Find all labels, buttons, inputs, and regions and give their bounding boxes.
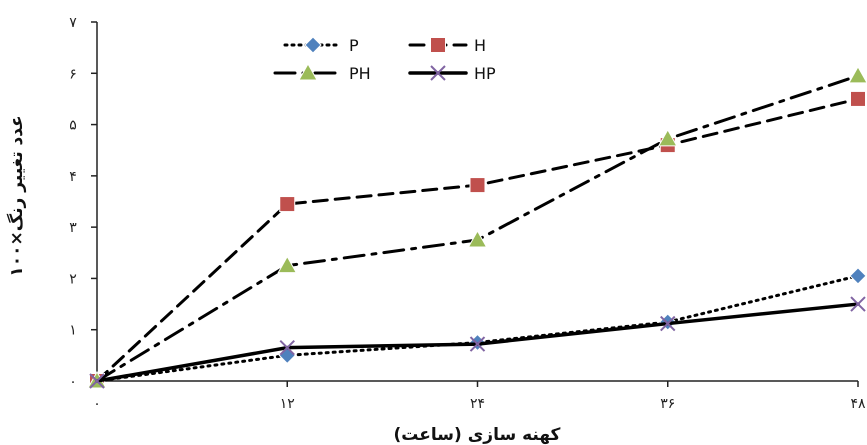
x-tick-label: ۴۸ bbox=[850, 396, 866, 412]
series-line-p bbox=[95, 274, 860, 383]
series-ph bbox=[87, 65, 867, 389]
y-ticks: ۰ ۱ ۲ ۳ ۴ ۵ ۶ ۷ bbox=[69, 15, 97, 390]
data-point-hp bbox=[469, 336, 486, 352]
legend-marker-ph bbox=[298, 62, 318, 81]
x-tick-label: ۰ bbox=[93, 396, 101, 412]
data-point-hp bbox=[660, 315, 676, 332]
y-tick-label: ۷ bbox=[69, 15, 77, 31]
legend-marker-p bbox=[304, 36, 322, 54]
data-point-hp bbox=[850, 296, 866, 312]
x-axis-title: کهنه سازی (ساعت) bbox=[394, 425, 561, 445]
series-layer bbox=[87, 65, 867, 390]
legend-label-h: H bbox=[474, 36, 486, 55]
x-tick-label: ۲۴ bbox=[470, 396, 485, 412]
data-point-ph bbox=[277, 255, 298, 274]
legend-marker-hp bbox=[430, 65, 446, 81]
y-tick-label: ۳ bbox=[69, 220, 77, 236]
legend-item-hp: HP bbox=[408, 64, 496, 83]
y-tick-label: ۱ bbox=[69, 323, 77, 339]
x-ticks: ۰ ۱۲ ۲۴ ۳۶ ۴۸ bbox=[93, 381, 866, 412]
data-point-ph bbox=[467, 229, 488, 248]
legend-label-hp: HP bbox=[474, 64, 496, 83]
x-tick-label: ۱۲ bbox=[280, 396, 295, 412]
legend-item-p: P bbox=[283, 36, 359, 55]
y-tick-label: ۲ bbox=[69, 271, 77, 287]
series-line-hp bbox=[95, 302, 860, 383]
y-tick-label: ۵ bbox=[69, 118, 77, 134]
legend-label-ph: PH bbox=[349, 64, 371, 83]
series-hp bbox=[89, 296, 866, 389]
data-point-h bbox=[850, 90, 866, 107]
y-axis-title: عدد تغییر رنگ×۱۰۰ bbox=[6, 115, 27, 276]
x-tick-label: ۳۶ bbox=[660, 396, 675, 412]
data-point-hp bbox=[89, 373, 105, 389]
legend: P HPH HP bbox=[273, 36, 496, 83]
legend-label-p: P bbox=[349, 36, 359, 55]
legend-item-h: H bbox=[408, 36, 486, 55]
data-point-p bbox=[849, 267, 867, 285]
data-point-ph bbox=[657, 128, 678, 147]
data-point-hp bbox=[279, 339, 295, 356]
y-tick-label: ۰ bbox=[69, 374, 77, 390]
series-p bbox=[88, 267, 867, 390]
legend-item-ph: PH bbox=[273, 62, 371, 83]
data-point-ph bbox=[848, 65, 867, 84]
legend-marker-h bbox=[430, 37, 446, 53]
data-point-h bbox=[279, 196, 296, 213]
y-tick-label: ۶ bbox=[69, 66, 77, 82]
y-tick-label: ۴ bbox=[69, 169, 77, 185]
data-point-h bbox=[469, 177, 486, 194]
